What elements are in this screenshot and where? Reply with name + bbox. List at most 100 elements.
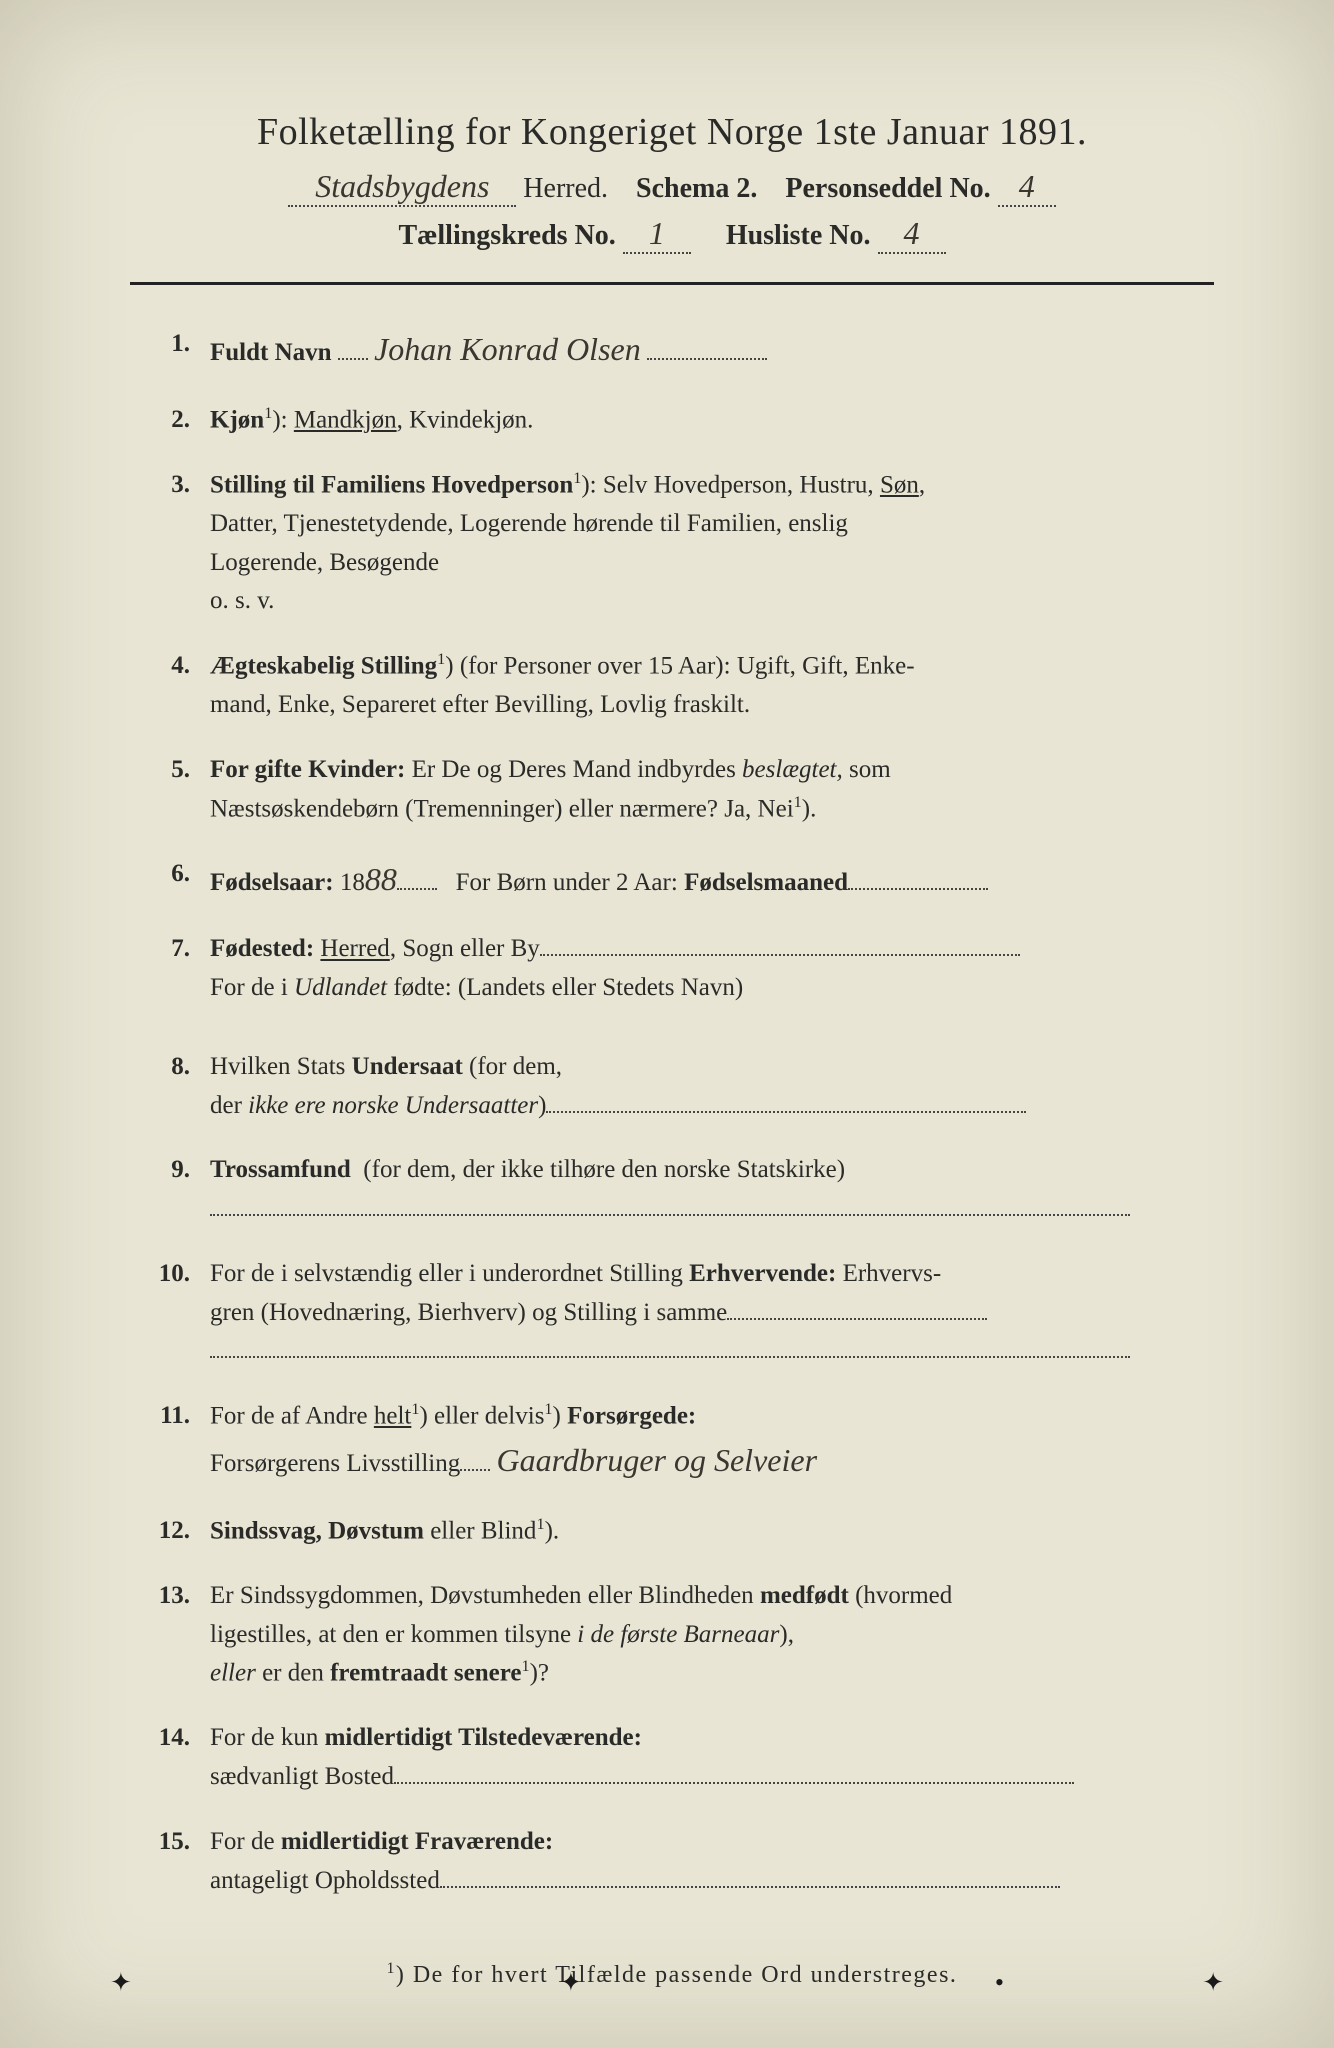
- i8-line2i: ikke ere norske Undersaatter: [248, 1092, 538, 1119]
- i12-label: Sindssvag, Døvstum: [210, 1517, 424, 1544]
- i13-line2a: ligestilles, at den er kommen tilsyne: [210, 1621, 577, 1648]
- header-row-1: Stadsbygdens Herred. Schema 2. Personsed…: [130, 168, 1214, 207]
- i11-line1b: ) eller delvis: [419, 1402, 544, 1429]
- pin-icon: •: [995, 1968, 1004, 1998]
- i4-paren: (for Personer over 15 Aar):: [460, 652, 731, 679]
- taellingskreds-no: 1: [623, 215, 691, 254]
- i3-underlined: Søn: [880, 471, 919, 498]
- i13-line2b: ),: [779, 1621, 794, 1648]
- i5-line1: Er De og Deres Mand indbyrdes: [412, 756, 736, 783]
- i15-line1a: For de: [210, 1828, 281, 1855]
- i7-underlined: Herred: [320, 935, 389, 962]
- i11-line1a: For de af Andre: [210, 1402, 374, 1429]
- item-15: For de midlertidigt Fraværende: antageli…: [140, 1823, 1204, 1901]
- i1-value: Johan Konrad Olsen: [374, 331, 641, 367]
- personseddel-label: Personseddel No.: [785, 173, 990, 204]
- i11-value: Gaardbruger og Selveier: [496, 1442, 817, 1478]
- i7-label: Fødested:: [210, 935, 314, 962]
- i8-label: Undersaat: [352, 1053, 463, 1080]
- divider: [130, 282, 1214, 285]
- item-12: Sindssvag, Døvstum eller Blind1).: [140, 1512, 1204, 1551]
- item-13: Er Sindssygdommen, Døvstumheden eller Bl…: [140, 1577, 1204, 1694]
- pin-icon: ✦: [560, 1968, 582, 1998]
- i6-year: 88: [365, 861, 397, 897]
- i5-label: For gifte Kvinder:: [210, 756, 405, 783]
- i4-label: Ægteskabelig Stilling: [210, 652, 437, 679]
- i10-label: Erhvervende:: [689, 1260, 836, 1287]
- i7-line2b: fødte: (Landets eller Stedets Navn): [387, 974, 743, 1001]
- i9-rest: (for dem, der ikke tilhøre den norske St…: [363, 1156, 845, 1183]
- i14-line1a: For de kun: [210, 1724, 325, 1751]
- i8-line1a: Hvilken Stats: [210, 1053, 352, 1080]
- i2-underlined: Mandkjøn: [294, 406, 397, 433]
- footnote-text: ) De for hvert Tilfælde passende Ord und…: [396, 1962, 958, 1988]
- item-1: Fuldt Navn Johan Konrad Olsen: [140, 325, 1204, 375]
- item-9: Trossamfund (for dem, der ikke tilhøre d…: [140, 1151, 1204, 1229]
- footnote: 1) De for hvert Tilfælde passende Ord un…: [130, 1960, 1214, 1989]
- taellingskreds-label: Tællingskreds No.: [398, 220, 615, 251]
- item-5: For gifte Kvinder: Er De og Deres Mand i…: [140, 751, 1204, 829]
- i6-prefix: 18: [340, 869, 365, 896]
- i10-line1a: For de i selvstændig eller i underordnet…: [210, 1260, 689, 1287]
- i8-line1b: (for dem,: [463, 1053, 562, 1080]
- header-row-2: Tællingskreds No. 1 Husliste No. 4: [130, 215, 1214, 254]
- i13-italic2: i de første Barneaar: [577, 1621, 779, 1648]
- i15-bold: midlertidigt Fraværende:: [281, 1828, 553, 1855]
- herred-label: Herred.: [523, 173, 608, 204]
- item-8: Hvilken Stats Undersaat (for dem, der ik…: [140, 1048, 1204, 1126]
- i5-line1b: som: [849, 756, 891, 783]
- item-7: Fødested: Herred, Sogn eller By For de i…: [140, 930, 1204, 1008]
- item-11: For de af Andre helt1) eller delvis1) Fo…: [140, 1397, 1204, 1486]
- i11-line1c: ): [553, 1402, 568, 1429]
- i10-line2: gren (Hovednæring, Bierhverv) og Stillin…: [210, 1299, 727, 1326]
- i7-line2a: For de i: [210, 974, 294, 1001]
- i13-line1a: Er Sindssygdommen, Døvstumheden eller Bl…: [210, 1582, 760, 1609]
- i11-u1: helt: [374, 1402, 412, 1429]
- i6-label2: Fødselsmaaned: [684, 869, 848, 896]
- i4-line1: Ugift, Gift, Enke-: [737, 652, 915, 679]
- i7-line2i: Udlandet: [294, 974, 387, 1001]
- i5-italic: beslægtet,: [742, 756, 843, 783]
- i7-rest: , Sogn eller By: [390, 935, 540, 962]
- i5-line2: Næstsøskendebørn (Tremenninger) eller næ…: [210, 795, 794, 822]
- i11-label: Forsørgede:: [567, 1402, 696, 1429]
- i13-bold3: fremtraadt senere: [330, 1660, 521, 1687]
- pin-icon: ✦: [110, 1968, 132, 1998]
- i3-line2: Datter, Tjenestetydende, Logerende høren…: [210, 505, 1204, 544]
- pin-icon: ✦: [1202, 1968, 1224, 1998]
- husliste-no: 4: [878, 215, 946, 254]
- i13-bold1: medfødt: [760, 1582, 849, 1609]
- item-3: Stilling til Familiens Hovedperson1): Se…: [140, 466, 1204, 621]
- i11-line2: Forsørgerens Livsstilling: [210, 1450, 460, 1477]
- i3-line4: o. s. v.: [210, 582, 1204, 621]
- i4-line2: mand, Enke, Separeret efter Bevilling, L…: [210, 686, 1204, 725]
- item-6: Fødselsaar: 1888 For Børn under 2 Aar: F…: [140, 855, 1204, 905]
- i8-line2a: der: [210, 1092, 248, 1119]
- schema-label: Schema 2.: [636, 173, 757, 204]
- i2-label: Kjøn: [210, 406, 264, 433]
- item-4: Ægteskabelig Stilling1) (for Personer ov…: [140, 647, 1204, 725]
- i8-line2b: ): [538, 1092, 546, 1119]
- i12-rest: eller Blind: [424, 1517, 536, 1544]
- i6-rest: For Børn under 2 Aar:: [456, 869, 678, 896]
- i3-line3: Logerende, Besøgende: [210, 544, 1204, 583]
- i10-line1b: Erhvervs-: [836, 1260, 941, 1287]
- i1-label: Fuldt Navn: [210, 339, 332, 366]
- i13-line3c: )?: [530, 1660, 549, 1687]
- i6-label: Fødselsaar:: [210, 869, 334, 896]
- item-2: Kjøn1): Mandkjøn, Kvindekjøn.: [140, 401, 1204, 440]
- i14-line2: sædvanligt Bosted: [210, 1763, 394, 1790]
- i13-line3a: eller: [210, 1660, 256, 1687]
- census-form-page: Folketælling for Kongeriget Norge 1ste J…: [0, 0, 1334, 2048]
- item-10: For de i selvstændig eller i underordnet…: [140, 1255, 1204, 1371]
- i3-label: Stilling til Familiens Hovedperson: [210, 471, 573, 498]
- i13-line1b: (hvormed: [849, 1582, 952, 1609]
- i9-label: Trossamfund: [210, 1156, 351, 1183]
- husliste-label: Husliste No.: [726, 220, 871, 251]
- i13-line3b: er den: [256, 1660, 330, 1687]
- i14-bold: midlertidigt Tilstedeværende:: [325, 1724, 642, 1751]
- page-title: Folketælling for Kongeriget Norge 1ste J…: [130, 110, 1214, 154]
- i15-line2: antageligt Opholdssted: [210, 1867, 440, 1894]
- personseddel-no: 4: [998, 168, 1056, 207]
- herred-value: Stadsbygdens: [288, 168, 516, 207]
